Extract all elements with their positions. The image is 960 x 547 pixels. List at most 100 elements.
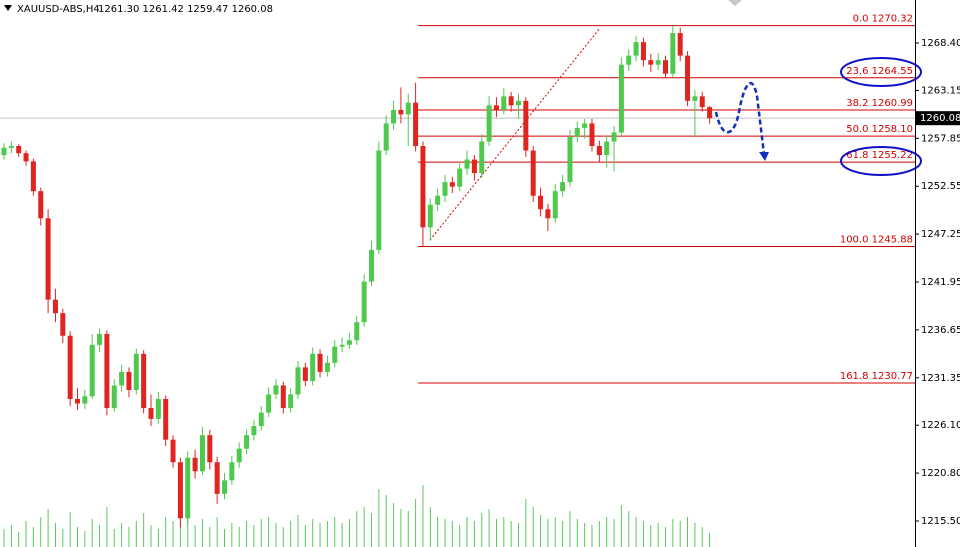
candle-body [222,480,227,494]
candle-body [427,204,433,228]
candle-body [119,371,125,386]
candle-body [405,102,411,115]
candle-body [45,218,51,300]
candle-body [538,195,544,210]
y-tick-label: 1215.50 [921,516,960,527]
candle-body [420,146,426,228]
candle-body [655,60,661,65]
fib-trendline [429,27,601,241]
fib-label: 161.8 1230.77 [840,371,913,382]
candle-body [295,367,301,395]
candle-body [16,146,22,154]
candle-body [236,448,242,463]
candle-body [177,462,183,519]
candle-body [75,399,80,404]
candle-body [376,150,382,250]
candle-body [442,182,448,196]
y-tick-label: 1226.10 [921,420,960,431]
candle-body [677,33,683,56]
candle-body [214,462,220,494]
candle-body [618,64,624,133]
candle-body [604,141,610,156]
candle-body [354,322,360,341]
candle-body [560,182,566,192]
candle-body [596,146,602,156]
candle-body [82,396,88,404]
candle-body [141,353,147,409]
current-price-tag [916,111,960,126]
candle-body [30,161,36,192]
candle-body [207,435,213,463]
candle-body [523,100,529,151]
candle-body [398,109,404,115]
candle-body [23,153,29,162]
candle-body [486,105,492,142]
candle-body [273,385,279,395]
y-tick-label: 1241.95 [921,277,960,288]
candle-body [545,209,551,219]
candle-body [266,394,272,413]
candle-body [508,96,514,106]
candle-body [361,281,367,323]
candle-body [52,299,58,314]
candle-body [148,408,154,419]
candle-body [670,33,676,74]
candle-body [111,385,117,409]
highlight-ellipse [840,146,922,176]
fib-label: 0.0 1270.32 [853,14,913,25]
candle-body [324,362,330,372]
candle-body [648,60,654,65]
candle-body [310,353,316,381]
candle-body [126,371,132,390]
candle-body [626,55,632,65]
y-tick-label: 1257.85 [921,133,960,144]
candle-body [67,335,73,400]
candle-body [530,150,536,196]
candle-body [567,136,573,183]
candle-body [457,168,463,187]
symbol: XAUUSD-ABS,H4 [17,4,100,15]
menu-arrow [4,5,12,11]
candle-body [8,146,14,148]
y-tick-label: 1220.80 [921,468,960,479]
fib-label: 100.0 1245.88 [840,234,913,245]
candle-body [251,426,257,436]
candle-body [332,346,338,363]
candle-body [685,55,691,101]
candle-body [38,191,44,219]
candle-body [589,123,595,147]
candle-body [663,60,668,74]
candle-body [707,107,713,119]
candle-body [244,435,250,449]
candle-body [258,412,264,427]
candle-body [339,344,345,347]
candle-body [133,353,139,390]
candle-body [516,100,521,106]
fib-label: 38.2 1260.99 [846,98,913,109]
fib-label: 61.8 1255.22 [846,150,913,161]
y-tick-label: 1263.15 [921,85,960,96]
y-tick-label: 1252.55 [921,181,960,192]
forecast-arrowhead [759,152,769,161]
highlight-ellipse [840,57,922,87]
candle-body [611,132,617,142]
candle-body [435,195,441,205]
candle-body [104,333,110,409]
forecast-path [714,82,766,155]
candle-body [229,462,235,481]
shift-marker [728,0,742,6]
candle-body [391,109,397,124]
candle-body [346,340,352,345]
y-tick-label: 1231.35 [921,373,960,384]
candle-body [369,249,374,282]
candle-body [199,435,205,472]
fib-label: 23.6 1264.55 [846,66,913,77]
fib-label: 50.0 1258.10 [846,124,913,135]
candle-body [633,42,639,56]
candle-body [699,96,705,108]
candle-body [1,147,7,156]
y-tick-label: 1268.40 [921,38,960,49]
